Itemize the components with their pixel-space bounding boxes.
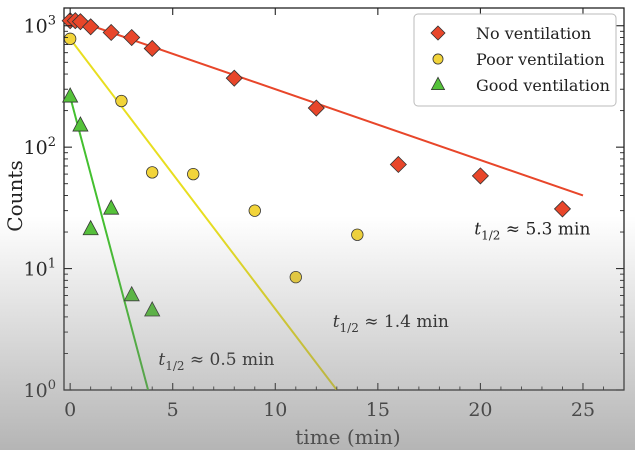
point-no-ventilation — [143, 39, 161, 58]
point-poor-ventilation — [146, 166, 159, 179]
point-no-ventilation — [123, 28, 141, 47]
x-tick-label: 10 — [263, 399, 287, 421]
point-good-ventilation — [62, 87, 79, 103]
half-life-annotation: t1/2 ≈ 0.5 min — [158, 350, 274, 373]
y-tick-label: 103 — [24, 14, 56, 38]
legend-label: Good ventilation — [476, 76, 610, 95]
point-poor-ventilation — [289, 270, 302, 284]
legend-label: Poor ventilation — [476, 50, 605, 69]
point-no-ventilation — [389, 155, 407, 174]
point-poor-ventilation — [115, 94, 128, 108]
point-poor-ventilation — [63, 32, 77, 46]
x-tick-label: 25 — [571, 399, 595, 421]
point-good-ventilation — [82, 219, 99, 236]
point-poor-ventilation — [187, 167, 200, 181]
y-tick-label: 102 — [24, 135, 56, 159]
point-good-ventilation — [123, 285, 140, 302]
point-good-ventilation — [103, 199, 120, 215]
half-life-annotation: t1/2 ≈ 1.4 min — [333, 312, 449, 335]
fit-line-good-ventilation — [69, 96, 150, 390]
point-poor-ventilation — [248, 204, 261, 217]
point-no-ventilation — [471, 167, 489, 185]
legend-marker-poor-ventilation — [432, 53, 444, 65]
y-tick-label: 100 — [24, 378, 56, 402]
point-poor-ventilation — [351, 228, 364, 241]
legend-label: No ventilation — [476, 24, 591, 43]
x-tick-label: 5 — [167, 399, 179, 421]
x-tick-label: 0 — [64, 399, 76, 421]
point-no-ventilation — [553, 200, 572, 218]
annotations: t1/2 ≈ 5.3 min t1/2 ≈ 1.4 min t1/2 ≈ 0.5 m… — [158, 220, 590, 373]
point-good-ventilation — [144, 301, 161, 317]
y-axis-label: Counts — [3, 160, 27, 231]
x-tick-label: 15 — [366, 399, 390, 421]
half-life-annotation: t1/2 ≈ 5.3 min — [474, 220, 590, 243]
x-tick-label: 20 — [468, 399, 492, 421]
point-no-ventilation — [102, 23, 120, 42]
legend: No ventilation Poor ventilation Good venti… — [413, 13, 617, 107]
x-axis-label: time (min) — [295, 425, 400, 449]
y-tick-label: 101 — [24, 257, 56, 281]
